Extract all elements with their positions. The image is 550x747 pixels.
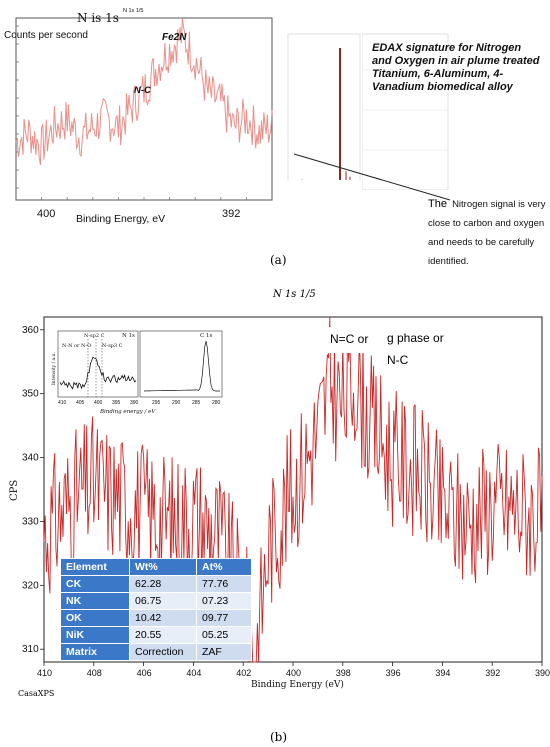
caption-a: (a) [270,253,287,267]
inset-peak-nsp2c: N-sp2 C [84,333,105,339]
annotation-line3: N-C [387,353,409,367]
inset-tick-label: 410 [58,400,67,406]
inset-n1s-line [59,356,137,390]
inset-c1s-line [144,340,220,392]
composition-table: Element Wt% At% CK 62.28 77.76 NK 06.75 … [60,558,252,661]
y-tick-label: 330 [22,516,39,527]
x-major-tick-400: 400 [37,208,55,220]
table-header-wt: Wt% [129,558,197,576]
y-axis-ticks-b: 310 320 330 340 350 360 [22,325,44,655]
table-cell: 20.55 [129,626,197,644]
x-tick-label: 392 [485,668,500,678]
inset-tick-label: 395 [112,400,121,406]
plot-a-title-super: N 1s 1/5 [123,8,143,14]
y-axis-ticks [16,25,19,189]
plot-b-title: N 1s 1/5 [273,289,316,300]
y-tick-label: 320 [22,580,39,591]
table-header-row: Element Wt% At% [60,558,252,576]
x-tick-label: 398 [336,668,351,678]
edax-note: EDAX signature for Nitrogen and Oxygen i… [372,42,540,93]
edax-bars [301,48,351,180]
inset-tick-label: 390 [130,400,139,406]
x-tick-label: 406 [137,668,152,678]
table-header-element: Element [60,558,130,576]
table-cell: 05.25 [196,626,252,644]
annotation-box-2 [384,321,488,371]
peak-label-nc: N-C [134,85,151,96]
table-cell: 06.75 [129,592,197,610]
inset-chart: N-sp2 C N-sp3 C N-N or N-O N 1s C 1s Int… [48,325,228,415]
caption-b: (b) [270,730,288,744]
pointer-line [293,153,451,201]
table-cell: OK [60,609,130,627]
table-cell: 07.23 [196,592,252,610]
annotation-box-1 [327,327,379,353]
xps-n1s-plot-a: N is 1s N 1s 1/5 Counts per second Fe2N … [4,8,273,225]
table-cell: 62.28 [129,575,197,593]
table-cell: 09.77 [196,609,252,627]
y-tick-label: 310 [22,644,39,655]
y-tick-label: 340 [22,453,39,464]
inset-tick-label: 400 [94,400,103,406]
table-cell: NK [60,592,130,610]
nitrogen-note-body: Nitrogen signal is very close to carbon … [428,199,546,267]
inset-ylabel: Intensity / a.u. [51,351,57,385]
x-tick-label: 404 [186,668,201,678]
inset-tick-label: 280 [212,400,221,406]
table-row: OK 10.42 09.77 [60,609,252,627]
x-tick-label: 402 [236,668,251,678]
inset-tick-label: 285 [192,400,201,406]
inset-xlabel: Binding energy / eV [99,409,156,415]
x-tick-label: 396 [386,668,401,678]
inset-c1s-title: C 1s [200,333,212,339]
table-header-at: At% [196,558,252,576]
table-cell: ZAF [196,643,252,661]
inset-peak-nsp3c: N-sp3 C [102,343,123,349]
inset-tick-label: 295 [152,400,161,406]
table-cell: 10.42 [129,609,197,627]
inset-tick-label: 290 [172,400,181,406]
x-major-tick-392: 392 [222,208,240,220]
inset-peak-nn: N-N or N-O [62,343,91,349]
plot-a-xlabel: Binding Energy, eV [76,213,165,225]
y-tick-label: 350 [22,389,39,400]
table-row: NK 06.75 07.23 [60,592,252,610]
peak-label-fe2n: Fe2N [162,32,187,43]
table-row: Matrix Correction ZAF [60,643,252,661]
figure-panel-a: N is 1s N 1s 1/5 Counts per second Fe2N … [0,0,550,270]
spectrum-line-a [15,17,273,165]
inset-tick-label: 405 [76,400,85,406]
table-cell: CK [60,575,130,593]
annotation-line1: N=C or [330,332,369,346]
inset-n1s-title: N 1s [122,333,135,339]
y-tick-label: 360 [22,325,39,336]
nitrogen-note: The Nitrogen signal is very close to car… [428,192,548,268]
software-label: CasaXPS [18,689,55,698]
table-row: CK 62.28 77.76 [60,575,252,593]
x-tick-label: 408 [87,668,102,678]
plot-a-ylabel: Counts per second [4,30,88,41]
x-tick-label: 410 [37,668,52,678]
x-tick-label: 394 [435,668,450,678]
x-tick-label: 400 [286,668,301,678]
plot-b-ylabel: CPS [9,480,20,501]
table-cell: Matrix [60,643,130,661]
edax-spectrum-chart-ext [362,33,449,190]
plot-a-title: N is 1s [77,11,119,25]
nitrogen-note-lead: The [428,198,447,210]
plot-b-xlabel: Binding Energy (eV) [251,679,344,690]
table-cell: NiK [60,626,130,644]
x-tick-label: 390 [535,668,550,678]
table-cell: Correction [129,643,197,661]
x-axis-ticks [15,197,273,200]
x-axis-ticks-b: 410 408 406 404 402 400 398 396 394 392 390 [37,662,550,678]
table-row: NiK 20.55 05.25 [60,626,252,644]
inset-ticks: 410 405 400 395 390 295 290 285 280 [58,400,221,406]
figure-panel-b: N 1s 1/5 310 320 330 340 350 360 410 408 406 404… [0,285,550,747]
plot-frame [15,17,273,201]
annotation-line2: g phase or [387,331,444,345]
table-cell: 77.76 [196,575,252,593]
